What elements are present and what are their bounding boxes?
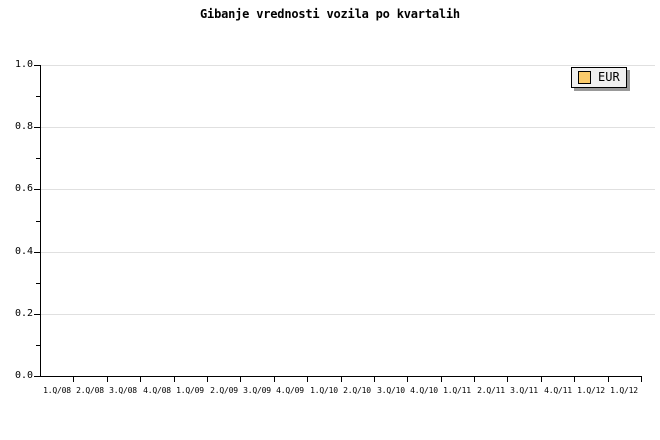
y-minor-tick [36, 158, 40, 159]
y-axis-line [40, 65, 41, 377]
x-tick [341, 377, 342, 382]
y-tick-label: 0.0 [14, 370, 33, 381]
y-gridline [41, 314, 655, 315]
y-gridline [41, 189, 655, 190]
x-tick-label: 4.Q/10 [410, 386, 438, 395]
x-tick-label: 4.Q/09 [276, 386, 304, 395]
y-major-tick [34, 189, 40, 190]
legend-box: EUR [571, 67, 627, 88]
x-tick [641, 377, 642, 382]
x-tick-label: 1.Q/10 [310, 386, 338, 395]
y-major-tick [34, 65, 40, 66]
x-tick-label: 3.Q/10 [377, 386, 405, 395]
x-tick-label: 2.Q/10 [343, 386, 371, 395]
x-tick [407, 377, 408, 382]
x-tick [73, 377, 74, 382]
y-gridline [41, 252, 655, 253]
x-tick [240, 377, 241, 382]
y-major-tick [34, 252, 40, 253]
y-tick-label: 0.6 [14, 183, 33, 194]
y-minor-tick [36, 96, 40, 97]
x-tick [608, 377, 609, 382]
x-tick-label: 1.Q/08 [43, 386, 71, 395]
x-tick-label: 1.Q/09 [176, 386, 204, 395]
legend-swatch-eur-icon [578, 71, 591, 84]
y-minor-tick [36, 345, 40, 346]
x-tick [140, 377, 141, 382]
y-gridline [41, 127, 655, 128]
y-minor-tick [36, 221, 40, 222]
x-tick [307, 377, 308, 382]
y-major-tick [34, 127, 40, 128]
x-tick-label: 1.Q/11 [443, 386, 471, 395]
x-tick [507, 377, 508, 382]
x-tick-label: 4.Q/08 [143, 386, 171, 395]
x-tick-label: 1.Q/12 [610, 386, 638, 395]
y-tick-label: 0.8 [14, 121, 33, 132]
x-tick [474, 377, 475, 382]
x-tick-label: 2.Q/11 [477, 386, 505, 395]
x-tick [207, 377, 208, 382]
x-tick [374, 377, 375, 382]
y-minor-tick [36, 283, 40, 284]
x-axis-line [40, 376, 642, 377]
y-major-tick [34, 314, 40, 315]
legend-label-eur: EUR [598, 70, 620, 84]
y-tick-label: 0.4 [14, 246, 33, 257]
x-tick-label: 3.Q/09 [243, 386, 271, 395]
chart-title: Gibanje vrednosti vozila po kvartalih [200, 7, 460, 21]
y-tick-label: 0.2 [14, 308, 33, 319]
x-tick [541, 377, 542, 382]
x-tick-label: 4.Q/11 [544, 386, 572, 395]
x-tick [174, 377, 175, 382]
y-tick-label: 1.0 [14, 59, 33, 70]
x-tick-label: 1.Q/12 [577, 386, 605, 395]
y-major-tick [34, 376, 40, 377]
x-tick-label: 3.Q/11 [510, 386, 538, 395]
x-tick [441, 377, 442, 382]
x-tick-label: 3.Q/08 [109, 386, 137, 395]
y-gridline [41, 65, 655, 66]
x-tick-label: 2.Q/09 [210, 386, 238, 395]
x-tick [574, 377, 575, 382]
x-tick [107, 377, 108, 382]
x-tick [274, 377, 275, 382]
x-tick-label: 2.Q/08 [76, 386, 104, 395]
